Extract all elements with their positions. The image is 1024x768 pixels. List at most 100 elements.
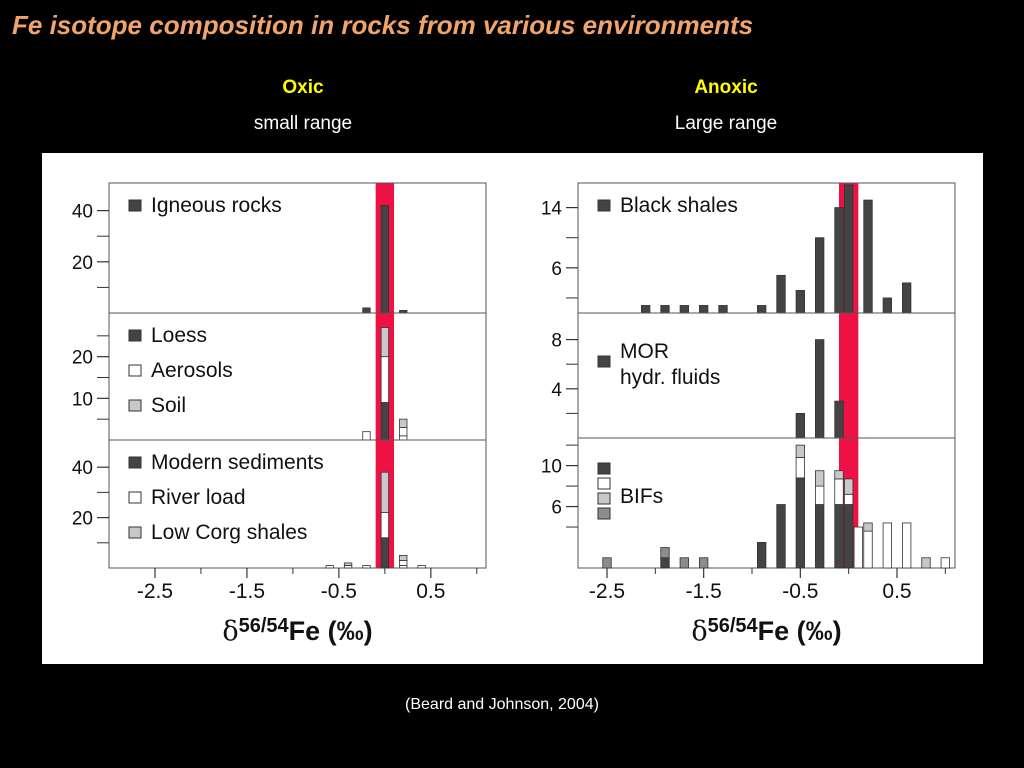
bar-segment <box>815 485 825 505</box>
bar-segment <box>844 493 854 505</box>
anoxic-subheading: Large range <box>674 113 778 134</box>
bar-segment <box>380 327 390 358</box>
bar-segment <box>757 305 767 314</box>
panel-2: 4 8 MOR hydr. fluids <box>551 312 956 439</box>
bar-segment <box>776 504 786 569</box>
panel-frame <box>108 439 487 569</box>
bar-segment <box>699 305 709 314</box>
bar-segment <box>718 305 728 314</box>
bar-segment <box>940 557 950 569</box>
legend-swatch <box>597 199 611 212</box>
bar-segment <box>815 504 825 569</box>
bar-segment <box>699 557 709 569</box>
legend-swatch <box>128 526 142 539</box>
bar-segment <box>362 307 371 314</box>
bar-segment <box>660 547 670 559</box>
legend-swatch <box>597 477 611 490</box>
y-tick-label: 6 <box>551 498 562 519</box>
x-tick-label: -0.5 <box>782 580 818 603</box>
bar-segment <box>795 412 805 439</box>
panel-3: 20 40 Modern sediments River load Low Corg s… <box>72 439 487 569</box>
legend-swatch <box>128 491 142 504</box>
bar-segment <box>380 512 390 539</box>
y-tick-label: 20 <box>72 348 93 369</box>
bar-segment <box>399 427 408 437</box>
bar-segment <box>795 290 805 314</box>
bar-segment <box>921 557 931 569</box>
bar-segment <box>795 444 805 458</box>
legend-swatch <box>128 456 142 469</box>
bar-segment <box>882 522 892 569</box>
legend-label: Soil <box>151 394 186 417</box>
bar-segment <box>679 305 689 314</box>
legend-swatch <box>597 462 611 475</box>
x-axis-title: δ56/54Fe (‰) <box>222 615 372 647</box>
y-tick-label: 20 <box>72 253 93 274</box>
legend-label: MOR <box>620 340 669 363</box>
histogram-figure: 20 40 Igneous rocks 10 20 Loess Aerosols Soil 20… <box>42 153 983 664</box>
y-tick-label: 10 <box>72 389 93 410</box>
bar-segment <box>902 282 912 314</box>
bar-segment <box>380 356 390 403</box>
x-tick-label: -1.5 <box>229 580 265 603</box>
x-axis-title: δ56/54Fe (‰) <box>691 615 841 647</box>
y-tick-label: 4 <box>551 380 562 401</box>
panel-1: 20 40 Igneous rocks <box>72 182 487 314</box>
highlight-band <box>839 183 859 568</box>
bar-segment <box>660 557 670 569</box>
bar-segment <box>399 435 408 441</box>
panel-2: 10 20 Loess Aerosols Soil <box>72 312 487 441</box>
bar-segment <box>641 305 651 314</box>
bar-segment <box>380 205 390 314</box>
x-tick-label: -1.5 <box>686 580 722 603</box>
bar-segment <box>795 457 805 479</box>
bar-segment <box>863 530 873 569</box>
bar-segment <box>844 504 854 569</box>
legend-swatch <box>128 199 142 212</box>
citation: (Beard and Johnson, 2004) <box>405 696 599 713</box>
bar-segment <box>834 504 844 569</box>
bar-segment <box>834 400 844 439</box>
anoxic-heading: Anoxic <box>694 77 758 98</box>
bar-segment <box>325 565 334 569</box>
bar-segment <box>362 565 371 569</box>
bar-segment <box>380 471 390 513</box>
bar-segment <box>834 478 844 505</box>
legend-label: Black shales <box>620 194 738 217</box>
y-tick-label: 6 <box>551 259 562 280</box>
oxic-subheading: small range <box>253 113 353 134</box>
bar-segment <box>815 339 825 439</box>
legend-swatch <box>128 364 142 377</box>
bar-segment <box>380 537 390 569</box>
bar-segment <box>343 562 353 566</box>
legend-label: Low Corg shales <box>151 521 307 544</box>
x-tick-label: 0.5 <box>416 580 445 603</box>
bar-segment <box>757 541 767 569</box>
bar-segment <box>399 418 408 428</box>
panel-3: 6 10 BIFs <box>541 437 956 569</box>
bar-segment <box>882 297 892 314</box>
histogram-svg: 20 40 Igneous rocks 10 20 Loess Aerosols Soil 20… <box>72 182 956 647</box>
y-tick-label: 40 <box>72 458 93 479</box>
legend-swatch <box>597 492 611 505</box>
panel-frame <box>577 437 956 569</box>
chart-anoxic: 6 14 Black shales 4 8 MOR hydr. fluids 6 10 BIFs -… <box>541 182 956 647</box>
x-tick-label: 0.5 <box>882 580 911 603</box>
y-tick-label: 8 <box>551 331 562 352</box>
legend-label: Loess <box>151 324 207 347</box>
bar-segment <box>399 554 408 561</box>
slide-title: Fe isotope composition in rocks from var… <box>12 10 754 40</box>
bar-segment <box>602 557 612 569</box>
bar-segment <box>399 560 408 566</box>
legend-swatch <box>128 329 142 342</box>
x-tick-label: -2.5 <box>137 580 173 603</box>
bar-segment <box>362 431 371 441</box>
oxic-heading: Oxic <box>282 77 324 98</box>
chart-oxic: 20 40 Igneous rocks 10 20 Loess Aerosols Soil 20… <box>72 182 487 647</box>
legend-label: BIFs <box>620 485 663 508</box>
y-tick-label: 40 <box>72 202 93 223</box>
x-axis: -2.5 -1.5 -0.5 0.5 δ56/54Fe (‰) <box>589 568 946 647</box>
panel-1: 6 14 Black shales <box>541 182 956 314</box>
y-tick-label: 10 <box>541 457 562 478</box>
x-axis: -2.5 -1.5 -0.5 0.5 δ56/54Fe (‰) <box>137 568 478 647</box>
